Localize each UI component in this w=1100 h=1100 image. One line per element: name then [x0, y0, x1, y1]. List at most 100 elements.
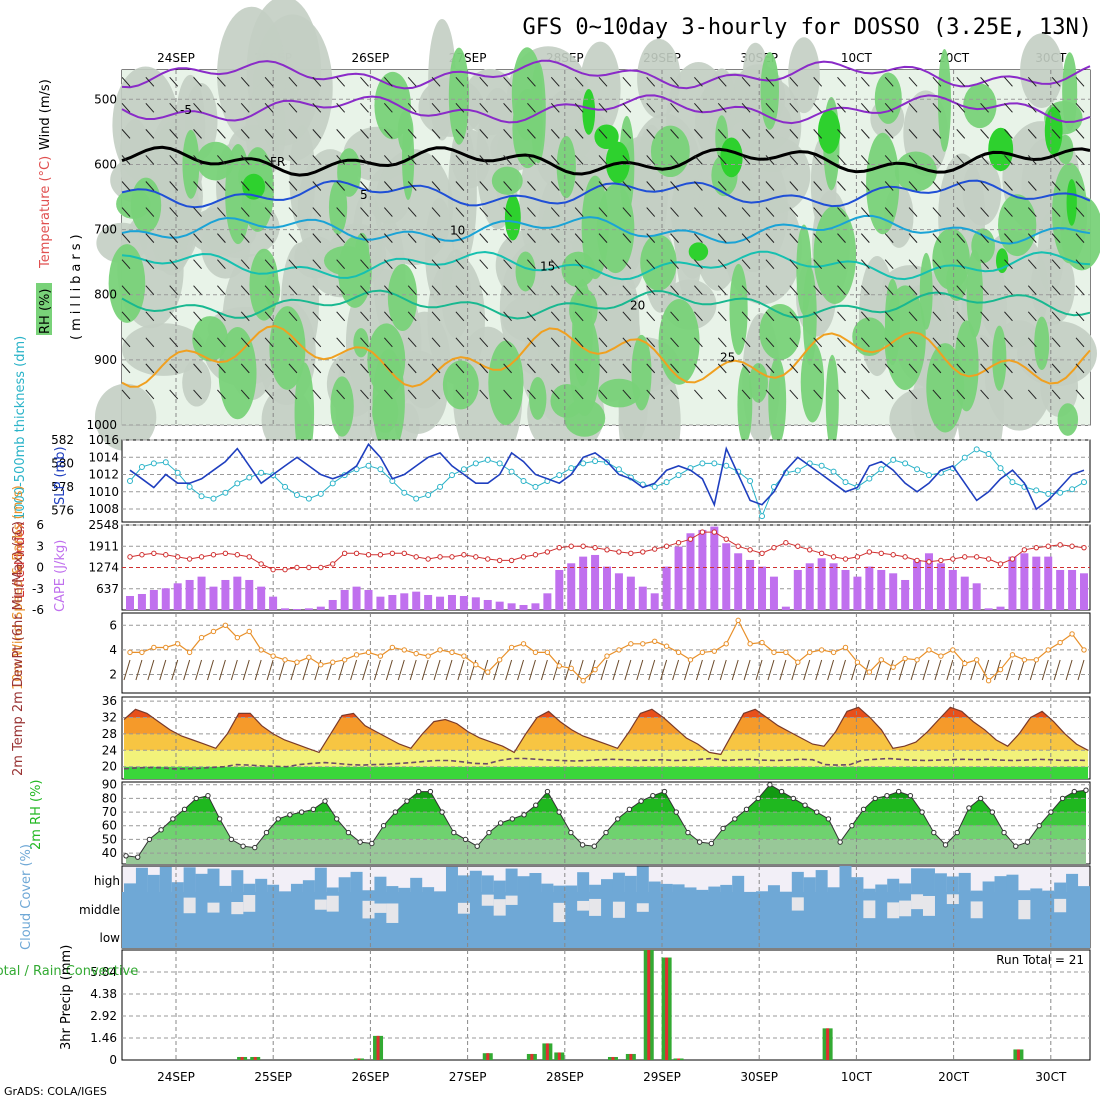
- y-tick-label: 20: [102, 760, 117, 774]
- wind-barb: [884, 363, 894, 374]
- wind-barb: [789, 337, 799, 348]
- wind-speed-point: [652, 638, 658, 645]
- wind10m-line: [127, 617, 1087, 684]
- wind10m-barb: [385, 659, 393, 681]
- wind-barb: [121, 129, 131, 139]
- wind-barb: [574, 311, 584, 322]
- li-point: [640, 549, 646, 555]
- wind-barb: [1004, 363, 1013, 374]
- wind-barb: [670, 129, 679, 139]
- wind-barb: [193, 129, 202, 139]
- wind-barb: [145, 233, 155, 243]
- wind-barb: [1051, 76, 1061, 87]
- wind-barb: [240, 363, 250, 374]
- y-tick-label: 1274: [88, 561, 119, 575]
- cloud-mid-gap: [243, 895, 256, 912]
- li-point: [1069, 543, 1075, 549]
- thickness-point: [1009, 479, 1016, 486]
- wind-barb: [407, 207, 417, 217]
- wind-barb: [1051, 181, 1061, 191]
- wind-barb: [1027, 129, 1037, 139]
- rh-point: [392, 809, 398, 815]
- wind-speed-point: [783, 649, 789, 656]
- wind-barb: [956, 155, 966, 165]
- wind-barb: [527, 285, 536, 296]
- cloud-high-bar: [445, 866, 458, 892]
- li-point: [795, 543, 801, 549]
- cape-bar: [209, 586, 218, 610]
- cape-bar: [996, 606, 1005, 610]
- wind-speed-point: [186, 649, 193, 656]
- li-point: [389, 550, 396, 557]
- wind-barb: [741, 103, 751, 113]
- wind-barb: [884, 337, 894, 348]
- y-tick-label: 2: [109, 668, 117, 682]
- precip-conv-bar: [545, 1043, 549, 1060]
- cape-bar: [1008, 556, 1017, 610]
- wind-barb: [288, 103, 298, 113]
- wind-barb: [479, 337, 489, 348]
- cloud-mid-gap: [386, 903, 399, 923]
- temp2m-label: 2m Temp 2m DewPt (6hr Min/Max) (°C): [11, 521, 26, 776]
- wind-barb: [813, 129, 823, 139]
- wind10m-barb: [230, 659, 238, 681]
- wind-speed-point: [1009, 652, 1016, 658]
- cape-bar: [1044, 556, 1053, 610]
- thickness-point: [902, 460, 909, 467]
- wind-barb: [789, 129, 799, 139]
- wind-barb: [670, 207, 679, 217]
- li-point: [1009, 556, 1016, 562]
- wind10m-barb: [505, 659, 513, 681]
- wind10m-barb: [743, 659, 751, 681]
- y-tick-label: 24: [102, 743, 117, 757]
- cloud-high-bar: [124, 883, 136, 892]
- rh-point: [708, 840, 715, 847]
- cloud-mid-gap: [481, 894, 494, 906]
- y-tick-label: -6: [32, 603, 44, 617]
- cape-bar: [471, 597, 480, 610]
- cloud-high-bar: [1018, 890, 1031, 892]
- wind-barb: [670, 259, 679, 270]
- y-tick-label: 40: [102, 846, 117, 860]
- wind-barb: [455, 103, 465, 113]
- wind-barb: [598, 155, 608, 165]
- wind-barb: [980, 207, 989, 217]
- wind-speed-point: [640, 641, 646, 647]
- rh-bright-blob: [594, 124, 619, 150]
- wind-barb: [217, 155, 226, 165]
- wind10m-barb: [767, 659, 775, 681]
- rh-green-blob: [760, 52, 779, 130]
- cloud-mid-gap: [899, 900, 912, 917]
- cape-bar: [197, 576, 206, 610]
- cloud-high-bar: [875, 884, 888, 892]
- wind-barb: [1027, 259, 1037, 270]
- wind-speed-point: [675, 649, 682, 656]
- wind-barb: [860, 233, 870, 243]
- cape-bar: [924, 553, 933, 610]
- li-point: [699, 529, 706, 535]
- wind-barb: [503, 311, 512, 322]
- wind-barb: [717, 155, 727, 165]
- cape-bar: [650, 593, 659, 610]
- wind-speed-point: [365, 649, 372, 656]
- wind-barb: [741, 181, 751, 191]
- cloud-high-bar: [1042, 890, 1055, 892]
- thickness-point: [448, 472, 455, 479]
- cloud-high-bar: [159, 866, 172, 892]
- cloud-high-bar: [982, 881, 995, 892]
- wind-barb: [503, 155, 512, 165]
- wind-barb: [121, 207, 131, 217]
- wind-barb: [288, 285, 298, 296]
- wind-speed-point: [485, 669, 491, 675]
- cloud-middle-label: middle: [79, 903, 120, 917]
- li-point: [234, 552, 241, 558]
- rh-point: [849, 823, 855, 829]
- day-label-bottom: 27SEP: [449, 1070, 487, 1084]
- precip-conv-bar: [826, 1028, 830, 1060]
- rh-green-blob: [1057, 403, 1079, 436]
- wind-barb: [884, 285, 894, 296]
- rh-green-blob: [963, 83, 997, 129]
- wind-barb: [694, 285, 703, 296]
- li-point: [449, 554, 455, 560]
- li-point: [1033, 544, 1040, 551]
